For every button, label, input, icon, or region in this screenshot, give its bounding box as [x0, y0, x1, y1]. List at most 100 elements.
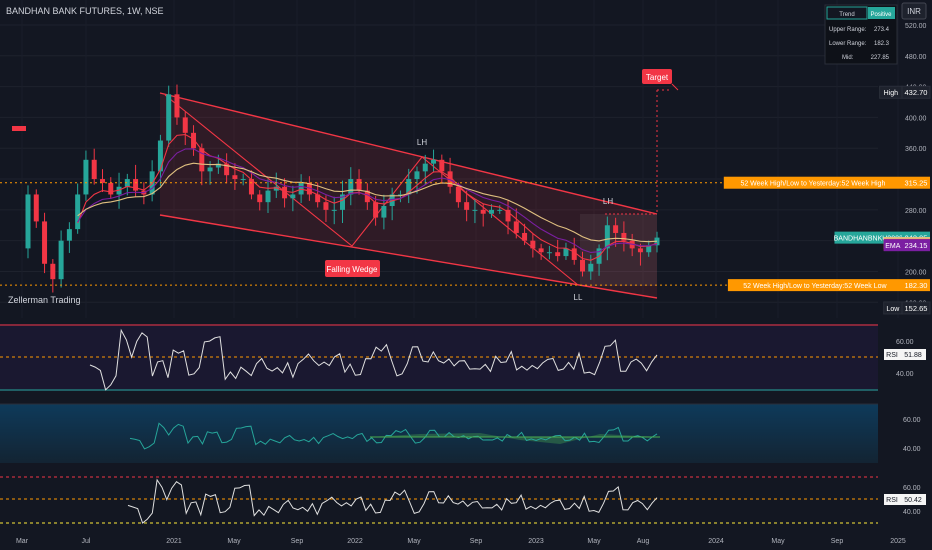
candle-body	[588, 263, 594, 272]
candle-body	[364, 190, 370, 203]
price-tag-label: EMA	[885, 243, 901, 250]
x-tick-label: May	[587, 538, 601, 545]
x-tick-label: May	[771, 538, 785, 545]
channel-upper	[159, 92, 658, 215]
candle-body	[215, 163, 221, 168]
candle-body	[25, 194, 31, 249]
price-tag-value-bg	[902, 239, 930, 252]
candle-body	[323, 202, 329, 210]
candle-body	[414, 171, 420, 180]
trend-header-left: Trend	[839, 12, 854, 18]
target-label[interactable]: Target	[642, 69, 679, 91]
x-tick-label: 2021	[166, 538, 182, 545]
price-tag-label-bg	[883, 239, 902, 252]
candle-body	[546, 252, 552, 254]
rsi-level-60: 60.00	[896, 339, 914, 346]
trend-header-right: Positive	[870, 12, 892, 18]
candle-body	[431, 159, 437, 164]
x-tick-label: 2023	[528, 538, 544, 545]
price-tag-label: 52 Week High/Low to Yesterday:52 Week Lo…	[743, 283, 887, 290]
price-tag-value: 432.70	[905, 88, 928, 97]
rsi2-level-60: 60.00	[903, 417, 921, 424]
price-tag-value-bg	[902, 176, 930, 189]
wedge-zigzag	[164, 94, 579, 286]
candle-body	[157, 140, 163, 172]
trend-row-value: 182.3	[874, 41, 890, 47]
candle-body	[646, 245, 652, 253]
rsi-line-3	[127, 478, 658, 524]
candle-body	[340, 194, 345, 210]
candle-body	[348, 179, 354, 195]
candle-body	[439, 159, 445, 172]
x-tick-label: May	[407, 538, 421, 545]
ema-slow-line	[77, 162, 658, 243]
target-text: Target	[646, 73, 669, 82]
y-tick-label: 200.00	[905, 269, 927, 276]
candle-body	[66, 229, 72, 241]
candle-body	[248, 179, 254, 195]
price-tag-value: 152.65	[905, 304, 928, 313]
candle-body	[166, 94, 172, 141]
rsi-level-40: 40.00	[896, 371, 914, 378]
y-tick-label: 280.00	[905, 208, 927, 215]
candle-body	[50, 263, 56, 280]
candle-body	[563, 248, 569, 257]
price-axis[interactable]: 160.00200.00240.00280.00320.00360.00400.…	[905, 23, 927, 307]
x-tick-label: Sep	[470, 538, 483, 545]
candle-body	[265, 190, 271, 203]
candle-body	[331, 209, 337, 211]
lh-label-2: LH	[603, 197, 613, 206]
trend-row-label: Mid:	[842, 55, 854, 61]
candle-body	[257, 194, 263, 203]
candle-body	[513, 221, 519, 233]
price-tag-value-bg	[902, 279, 930, 292]
main-panel-bg	[0, 0, 878, 318]
price-tag-label: BANDHANBNKU2023	[834, 236, 903, 243]
falling-wedge-label[interactable]: Falling Wedge	[325, 260, 380, 277]
candle-body	[315, 194, 321, 203]
price-tag-label: Low	[886, 306, 900, 313]
rsi-tag-label: RSI	[886, 497, 898, 504]
ema-fast-line	[77, 133, 658, 261]
x-tick-label: Sep	[291, 538, 304, 545]
rsi3-level-40: 40.00	[903, 509, 921, 516]
watermark-text: Zellerman Trading	[8, 295, 81, 305]
x-tick-label: Aug	[637, 538, 650, 545]
candle-body	[99, 179, 105, 183]
candle-body	[447, 171, 453, 187]
rsi-tag-value: 51.88	[904, 352, 922, 359]
currency-button[interactable]: INR	[901, 2, 927, 20]
rsi-panel-1: 60.00 40.00	[0, 324, 914, 391]
candle-body	[480, 209, 486, 214]
candle-body	[191, 132, 197, 149]
rsi-panel-3: 60.00 40.00	[0, 474, 921, 526]
candle-body	[522, 232, 528, 241]
price-tags: High 432.70 52 Week High/Low to Yesterday:…	[723, 85, 931, 315]
candle-body	[273, 186, 279, 191]
x-tick-label: May	[227, 538, 241, 545]
candle-body	[637, 248, 643, 253]
candle-body	[604, 225, 610, 249]
x-tick-label: Jul	[82, 538, 91, 545]
price-tag-value: 182.30	[905, 281, 928, 290]
candle-body	[83, 159, 89, 195]
candle-body	[505, 209, 511, 222]
candle-body	[240, 179, 246, 181]
x-tick-label: Sep	[831, 538, 844, 545]
candle-body	[42, 221, 48, 264]
channel-lower	[159, 214, 658, 299]
candle-body	[555, 252, 561, 257]
rsi-tag-value: 50.42	[904, 497, 922, 504]
rsi-tag-3: RSI 50.42	[884, 494, 926, 505]
rsi2-level-40: 40.00	[903, 446, 921, 453]
falling-wedge-text: Falling Wedge	[327, 265, 379, 274]
trend-row-label: Upper Range:	[829, 27, 867, 33]
y-tick-label: 360.00	[905, 146, 927, 153]
x-tick-label: Mar	[16, 538, 29, 545]
recent-box	[580, 214, 657, 286]
candle-body	[207, 167, 213, 172]
time-axis[interactable]: Mar Jul 2021 May Sep 2022 May Sep 2023 May Aug 2024…	[16, 538, 906, 545]
trend-row-value: 227.85	[871, 55, 890, 61]
candle-body	[133, 179, 139, 191]
